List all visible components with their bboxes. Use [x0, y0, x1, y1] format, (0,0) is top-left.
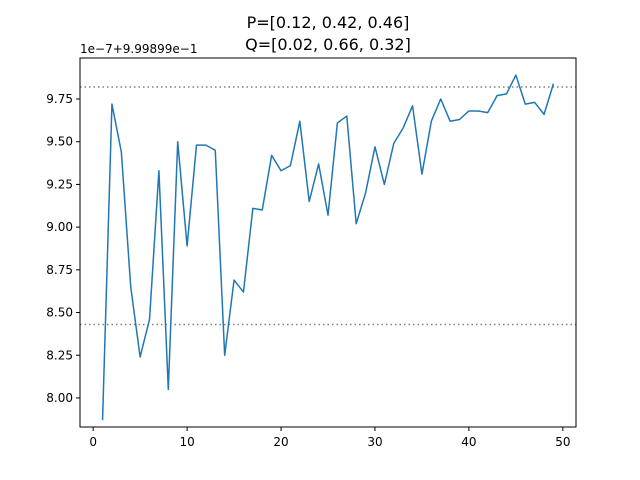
y-tick-label: 9.00: [46, 220, 73, 234]
y-tick-label: 8.25: [46, 348, 73, 362]
axes-frame: [79, 57, 577, 428]
y-tick-label: 8.75: [46, 263, 73, 277]
y-tick-label: 8.50: [46, 306, 73, 320]
chart-title-line-2: Q=[0.02, 0.66, 0.32]: [245, 35, 411, 54]
y-tick-label: 9.25: [46, 177, 73, 191]
x-tick-label: 40: [461, 435, 476, 449]
plot-area: 0 10 20 30 40 50 8.00 8.25 8.50 8.75 9.00 9.25 9.50 9…: [46, 57, 577, 449]
chart-title-line-1: P=[0.12, 0.42, 0.46]: [247, 13, 410, 32]
x-tick-label: 0: [89, 435, 97, 449]
series-line-1: [101, 74, 555, 421]
y-tick-label: 9.75: [46, 92, 73, 106]
x-tick-label: 20: [273, 435, 288, 449]
x-tick-label: 50: [555, 435, 570, 449]
y-tick-label: 9.50: [46, 135, 73, 149]
y-axis-offset-label: 1e−7+9.99899e−1: [80, 42, 197, 56]
y-tick-label: 8.00: [46, 391, 73, 405]
x-tick-label: 10: [179, 435, 194, 449]
x-tick-label: 30: [367, 435, 382, 449]
